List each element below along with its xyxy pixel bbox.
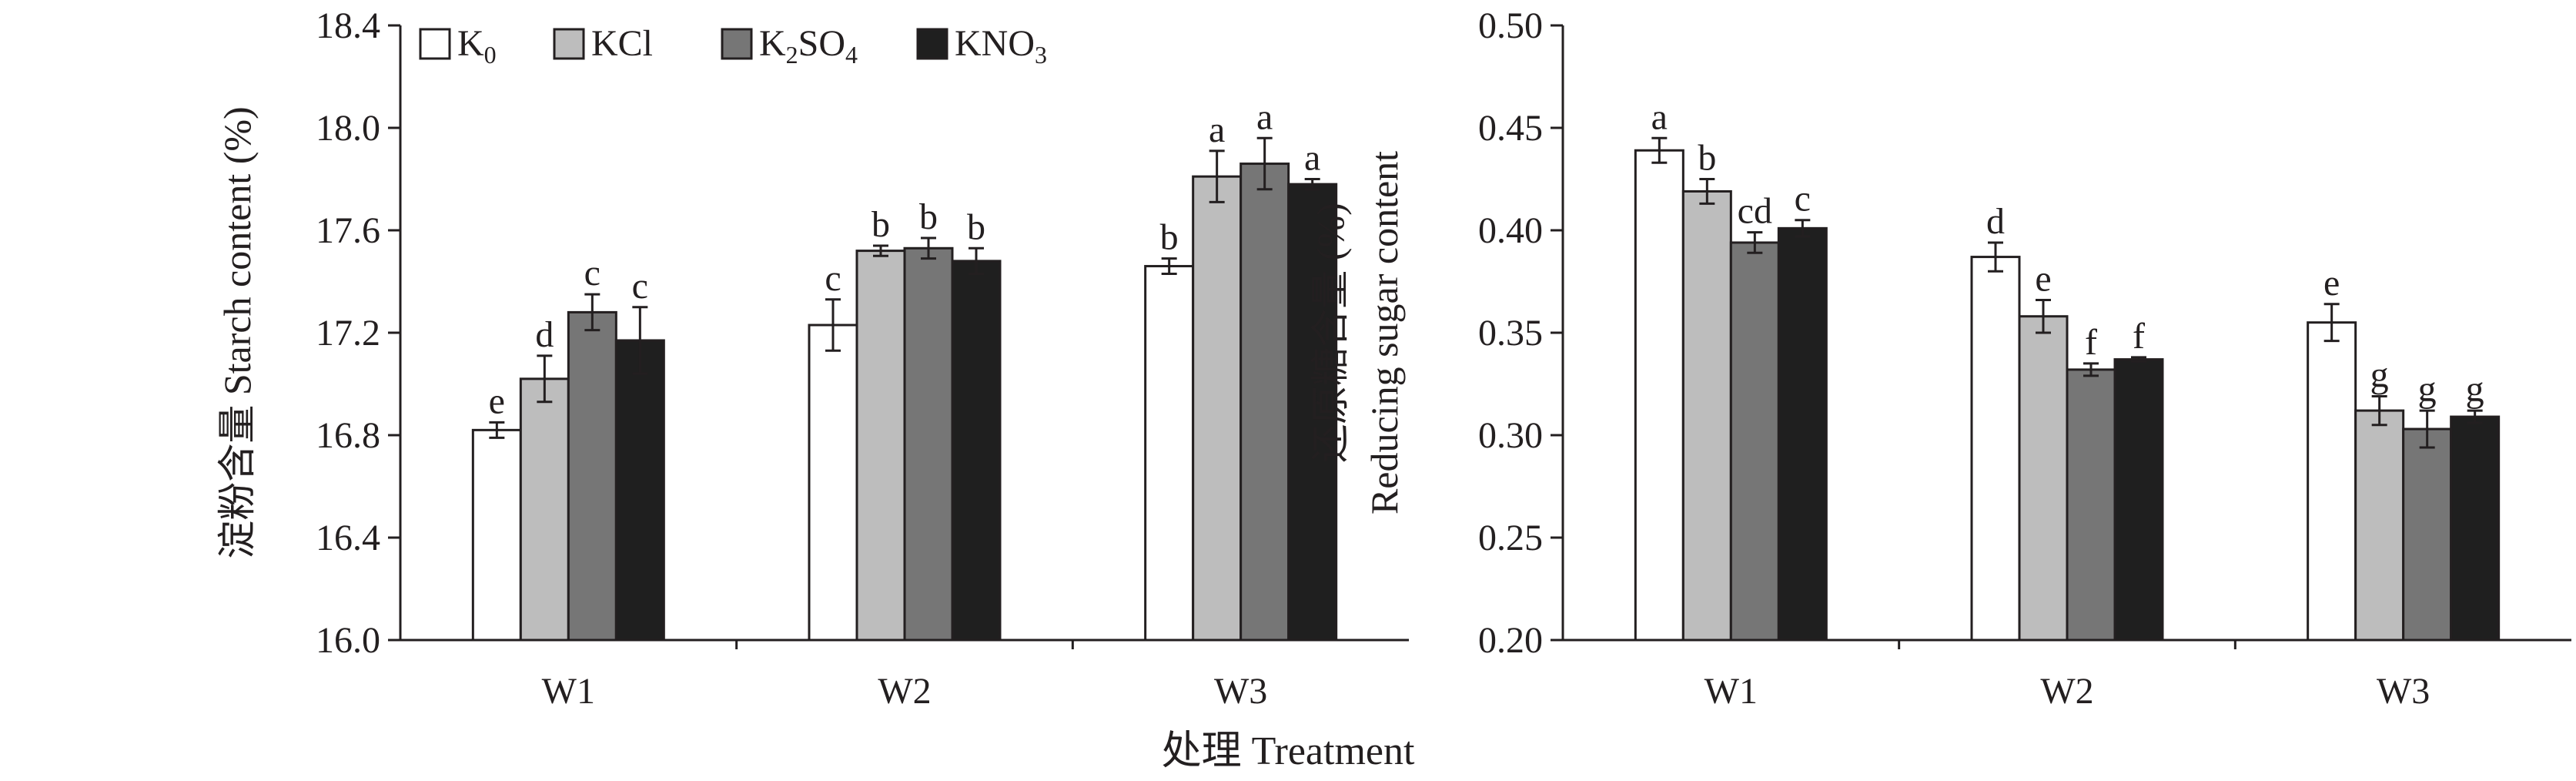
- bar: [903, 246, 954, 642]
- legend-swatch: [419, 28, 451, 60]
- significance-letter: f: [2133, 316, 2145, 357]
- legend-subscript: 4: [845, 41, 858, 69]
- significance-letter: g: [2370, 354, 2389, 395]
- y-tick-label: 0.40: [1478, 210, 1543, 251]
- bar: [2066, 368, 2116, 642]
- y-axis-title-line2: Reducing sugar content: [1363, 151, 1406, 515]
- legend-text-part: K: [759, 23, 786, 64]
- significance-letter: b: [871, 204, 890, 245]
- significance-letter: b: [1160, 217, 1179, 258]
- y-tick-label: 0.45: [1478, 108, 1543, 149]
- y-axis-title-line1: 还原糖含量 (%): [1309, 203, 1352, 462]
- bar: [2354, 409, 2405, 642]
- significance-letter: c: [825, 258, 841, 299]
- x-tick-label: W3: [1214, 671, 1267, 712]
- legend-swatch: [916, 28, 948, 60]
- y-tick-label: 17.2: [316, 313, 380, 354]
- legend: K0 KCl K2SO4 KNO3: [419, 23, 1047, 69]
- bar: [2113, 358, 2164, 642]
- bar: [1192, 175, 1243, 642]
- bar: [2402, 427, 2453, 642]
- bar: [2018, 315, 2069, 642]
- legend-swatch: [721, 28, 753, 60]
- significance-letter: e: [2035, 258, 2051, 299]
- legend-swatch: [553, 28, 585, 60]
- y-tick-label: 16.4: [316, 518, 380, 558]
- significance-letter: d: [1986, 201, 2005, 242]
- significance-letter: b: [1698, 138, 1716, 179]
- y-tick-label: 0.30: [1478, 415, 1543, 456]
- bar: [519, 377, 570, 642]
- significance-letter: c: [1795, 179, 1811, 220]
- bar: [951, 260, 1002, 642]
- significance-letter: a: [1209, 109, 1225, 150]
- bar: [1729, 241, 1780, 642]
- legend-label: K0: [457, 23, 497, 69]
- significance-letter: a: [1304, 138, 1320, 179]
- significance-letter: g: [2466, 369, 2484, 410]
- legend-subscript: 2: [786, 41, 798, 69]
- legend-subscript: 3: [1035, 41, 1047, 69]
- legend-text-part: K: [457, 23, 484, 64]
- y-tick-label: 0.20: [1478, 620, 1543, 661]
- legend-label: KCl: [591, 23, 653, 64]
- bar: [1287, 183, 1338, 642]
- significance-letter: g: [2418, 369, 2437, 410]
- y-axis-title: 淀粉含量 Starch content (%): [216, 106, 259, 558]
- x-tick-label: W2: [2040, 671, 2093, 712]
- bar: [1777, 226, 1828, 642]
- bar: [2450, 415, 2501, 642]
- bar: [1970, 256, 2021, 642]
- legend-text-part: KNO: [955, 23, 1035, 64]
- bar: [1144, 265, 1195, 642]
- bar: [1239, 163, 1290, 642]
- significance-letter: cd: [1738, 191, 1772, 232]
- y-tick-label: 16.0: [316, 620, 380, 661]
- significance-letter: a: [1651, 96, 1668, 137]
- legend-label: K2SO4: [759, 23, 858, 69]
- bar: [1634, 149, 1684, 642]
- x-tick-label: W1: [1705, 671, 1758, 712]
- legend-text-part: SO: [798, 23, 845, 64]
- significance-letter: f: [2085, 322, 2097, 363]
- x-tick-label: W3: [2377, 671, 2430, 712]
- legend-subscript: 0: [484, 41, 497, 69]
- y-tick-label: 16.8: [316, 415, 380, 456]
- bar: [2307, 321, 2357, 642]
- significance-letter: a: [1256, 96, 1273, 137]
- bar: [614, 339, 665, 642]
- y-tick-label: 0.35: [1478, 313, 1543, 354]
- significance-letter: e: [2323, 263, 2340, 303]
- significance-letter: d: [535, 314, 554, 355]
- bar: [808, 323, 858, 642]
- legend-label: KNO3: [955, 23, 1047, 69]
- bar: [1681, 189, 1732, 642]
- y-tick-label: 17.6: [316, 210, 380, 251]
- significance-letter: c: [584, 253, 601, 293]
- x-tick-label: W1: [542, 671, 595, 712]
- legend-text-part: KCl: [591, 23, 653, 64]
- bar: [567, 310, 617, 642]
- x-tick-label: W2: [878, 671, 931, 712]
- y-tick-label: 0.25: [1478, 518, 1543, 558]
- significance-letter: b: [967, 206, 985, 247]
- y-tick-label: 18.4: [316, 5, 380, 46]
- significance-letter: b: [919, 196, 938, 237]
- y-tick-label: 18.0: [316, 108, 380, 149]
- bar: [855, 250, 906, 642]
- significance-letter: c: [632, 266, 648, 307]
- y-tick-label: 0.50: [1478, 5, 1543, 46]
- significance-letter: e: [489, 380, 505, 421]
- bar: [471, 428, 522, 642]
- x-axis-title: 处理 Treatment: [1162, 729, 1415, 773]
